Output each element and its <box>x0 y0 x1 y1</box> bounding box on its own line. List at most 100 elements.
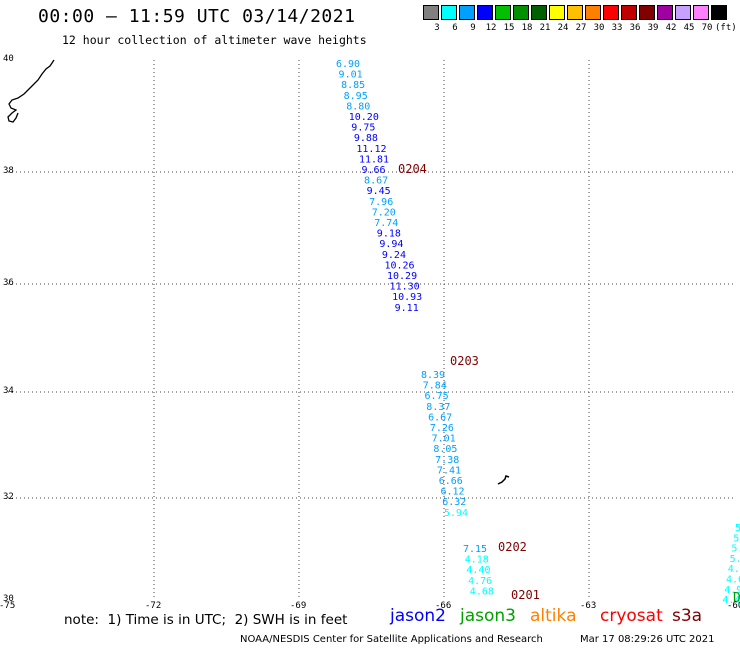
wave-height-value: 9.88 <box>354 133 378 144</box>
wave-height-value: 5. <box>735 523 740 534</box>
scale-label: 21 <box>539 23 551 33</box>
scale-swatch <box>531 5 547 20</box>
edge-satellite-mark: D <box>733 591 740 606</box>
wave-height-value: 7.26 <box>430 423 454 434</box>
wave-height-value: 4.18 <box>465 555 489 566</box>
wave-height-value: 6.12 <box>440 487 464 498</box>
wave-height-value: 11.30 <box>390 282 420 293</box>
latitude-label: 34 <box>3 386 14 396</box>
wave-height-value: 9.45 <box>367 186 391 197</box>
map-title: 00:00 – 11:59 UTC 03/14/2021 <box>38 6 356 27</box>
wave-height-value: 6.75 <box>425 391 449 402</box>
wave-height-value: 8.85 <box>341 80 365 91</box>
scale-swatch <box>477 5 493 20</box>
scale-label: 6 <box>452 23 458 33</box>
scale-label: 15 <box>503 23 515 33</box>
wave-height-value: 7.41 <box>437 465 461 476</box>
latitude-label: 38 <box>3 166 14 176</box>
scale-label: 39 <box>647 23 659 33</box>
wave-height-value: 4.40 <box>466 565 490 576</box>
wave-height-value: 4.64 <box>726 575 740 586</box>
scale-label: 30 <box>593 23 605 33</box>
wave-height-value: 4.48 <box>722 595 740 606</box>
wave-height-value: 4.93 <box>724 585 740 596</box>
scale-label: 70 <box>701 23 713 33</box>
coastline <box>7 59 510 485</box>
scale-swatch <box>585 5 601 20</box>
wave-height-value: 5.7 <box>731 544 740 555</box>
scale-label: 18 <box>521 23 533 33</box>
credit-text: NOAA/NESDIS Center for Satellite Applica… <box>240 634 543 645</box>
longitude-label: -66 <box>435 601 452 611</box>
scale-label: 36 <box>629 23 641 33</box>
wave-height-value: 5. <box>733 533 740 544</box>
scale-label: 42 <box>665 23 677 33</box>
scale-swatch <box>639 5 655 20</box>
scale-label: 33 <box>611 23 623 33</box>
scale-swatch <box>423 5 439 20</box>
wave-height-value: 8.67 <box>364 176 388 187</box>
wave-height-value: 9.01 <box>339 70 363 81</box>
wave-height-value: 8.37 <box>426 402 450 413</box>
scale-swatch <box>549 5 565 20</box>
wave-height-value: 9.24 <box>382 250 406 261</box>
latitude-label: 40 <box>3 54 14 64</box>
wave-height-value: 7.20 <box>372 207 396 218</box>
wave-height-value: 8.05 <box>433 444 457 455</box>
wave-height-tracks: 6.909.018.858.958.8010.209.759.8811.1211… <box>336 59 740 606</box>
longitude-label: -75 <box>0 601 16 611</box>
wave-height-value: 6.90 <box>336 59 360 70</box>
map-note: note: 1) Time is in UTC; 2) SWH is in fe… <box>64 612 348 628</box>
wave-height-value: 7.38 <box>435 455 459 466</box>
scale-label: 24 <box>557 23 569 33</box>
coastline-island <box>497 475 510 485</box>
scale-swatch <box>441 5 457 20</box>
longitude-label: -60 <box>727 601 740 611</box>
graticule <box>8 60 736 600</box>
wave-height-value: 6.32 <box>442 497 466 508</box>
coastline-nantucket <box>7 59 55 123</box>
wave-height-value: 7.15 <box>463 544 487 555</box>
scale-label: (ft) <box>715 23 737 33</box>
scale-swatch <box>459 5 475 20</box>
generation-timestamp: Mar 17 08:29:26 UTC 2021 <box>580 634 715 645</box>
scale-swatch <box>603 5 619 20</box>
scale-swatch <box>711 5 727 20</box>
wave-height-value: 7.84 <box>423 381 447 392</box>
satellite-legend-cryosat: cryosat <box>600 606 663 626</box>
satellite-legend-s3a: s3a <box>672 606 703 626</box>
wave-height-value: 8.39 <box>421 370 445 381</box>
scale-label: 45 <box>683 23 695 33</box>
wave-height-value: 7.01 <box>432 434 456 445</box>
wave-height-value: 7.74 <box>374 218 398 229</box>
wave-height-value: 4.68 <box>470 586 494 597</box>
scale-swatch <box>513 5 529 20</box>
pass-time-label: 0202 <box>498 540 527 554</box>
wave-height-value: 9.18 <box>377 229 401 240</box>
wave-height-value: 11.12 <box>356 144 386 155</box>
scale-label: 9 <box>470 23 476 33</box>
map-subtitle: 12 hour collection of altimeter wave hei… <box>62 33 367 47</box>
scale-swatch <box>657 5 673 20</box>
wave-height-value: 7.96 <box>369 197 393 208</box>
wave-height-value: 10.93 <box>392 292 422 303</box>
scale-swatch <box>675 5 691 20</box>
wave-height-value: 8.95 <box>344 91 368 102</box>
satellite-legend-jason2: jason2 <box>390 606 446 626</box>
longitude-label: -72 <box>145 601 162 611</box>
wave-height-value: 5.39 <box>730 554 740 565</box>
latitude-label: 30 <box>3 594 14 604</box>
wave-height-value: 11.81 <box>359 154 389 165</box>
wave-height-value: 8.80 <box>346 101 370 112</box>
wave-height-value: 10.29 <box>387 271 417 282</box>
pass-time-label: 0201 <box>511 588 540 602</box>
scale-swatch <box>693 5 709 20</box>
scale-label: 3 <box>434 23 440 33</box>
wave-height-value: 10.20 <box>349 112 379 123</box>
satellite-legend-altika: altika <box>530 606 577 626</box>
wave-height-value: 10.26 <box>384 260 414 271</box>
latitude-label: 36 <box>3 278 14 288</box>
wave-height-value: 6.66 <box>439 476 463 487</box>
wave-height-value: 6.67 <box>428 412 452 423</box>
